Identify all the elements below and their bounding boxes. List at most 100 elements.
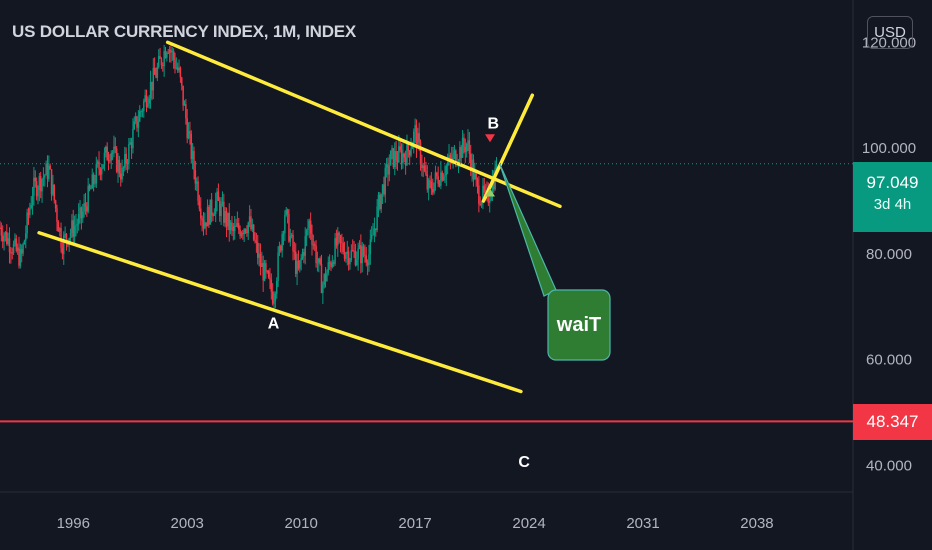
candle-body xyxy=(379,194,381,209)
candle-body xyxy=(385,164,388,168)
candle-body xyxy=(64,233,66,236)
candle-body xyxy=(162,65,164,67)
candle-body xyxy=(351,250,354,252)
candle-body xyxy=(488,200,491,203)
candle-body xyxy=(327,262,330,273)
candle-body xyxy=(445,165,448,176)
candle-body xyxy=(335,238,338,246)
wave-label-b: B xyxy=(487,115,499,132)
x-tick-label: 2017 xyxy=(398,515,431,532)
candle-body xyxy=(251,224,254,230)
x-tick-label: 2031 xyxy=(626,515,659,532)
x-tick-label: 1996 xyxy=(57,515,90,532)
candles-layer xyxy=(0,43,498,312)
candle-body xyxy=(360,245,362,264)
candle-body xyxy=(3,235,5,242)
candle-body xyxy=(191,151,194,160)
candle-body xyxy=(76,224,79,226)
candle-body xyxy=(330,263,332,267)
symbol-title[interactable]: US DOLLAR CURRENCY INDEX, 1M, INDEX xyxy=(12,22,357,41)
candle-body xyxy=(438,183,441,186)
candle-body xyxy=(44,175,46,178)
candle-body xyxy=(80,207,83,219)
candle-body xyxy=(63,235,65,255)
candle-body xyxy=(396,160,399,163)
note-pointer xyxy=(499,163,557,297)
candle-body xyxy=(171,51,174,53)
candle-body xyxy=(493,179,495,190)
candle-body xyxy=(464,146,467,153)
candle-body xyxy=(345,254,347,259)
candle-body xyxy=(471,159,473,172)
candle-body xyxy=(261,263,263,267)
candle-body xyxy=(297,261,300,269)
candle-body xyxy=(223,201,225,223)
candle-body xyxy=(156,66,159,78)
candle-body xyxy=(460,146,462,158)
candle-body xyxy=(157,56,160,67)
candle-body xyxy=(408,150,411,156)
candle-body xyxy=(113,146,115,153)
y-tick-label: 40.000 xyxy=(866,458,912,475)
candle-body xyxy=(182,85,184,106)
candle-body xyxy=(54,200,57,209)
candle-body xyxy=(65,233,68,241)
candle-body xyxy=(91,174,93,189)
currency-button[interactable]: USD xyxy=(867,16,913,49)
candle-body xyxy=(410,148,412,156)
candle-body xyxy=(418,133,420,143)
candle-body xyxy=(250,216,252,230)
candle-body xyxy=(453,150,456,154)
candle-body xyxy=(6,231,8,244)
candle-body xyxy=(225,211,228,227)
candle-body xyxy=(25,233,27,241)
candle-body xyxy=(381,184,384,194)
candle-body xyxy=(140,111,142,113)
candle-body xyxy=(155,74,157,78)
candle-body xyxy=(403,153,406,158)
candle-body xyxy=(94,183,96,185)
candle-body xyxy=(292,234,294,252)
candle-body xyxy=(246,232,248,234)
candle-body xyxy=(431,189,434,193)
y-tick-label: 80.000 xyxy=(866,246,912,263)
candle-body xyxy=(309,220,312,234)
candle-body xyxy=(465,143,468,153)
candle-body xyxy=(107,160,110,162)
candle-body xyxy=(273,300,275,304)
candle-body xyxy=(444,175,446,177)
candle-body xyxy=(7,238,9,244)
candle-body xyxy=(243,229,245,234)
candle-body xyxy=(166,52,168,58)
candle-body xyxy=(122,167,125,169)
candle-body xyxy=(164,51,167,58)
candle-body xyxy=(14,238,16,244)
candle-body xyxy=(476,179,479,186)
candle-body xyxy=(308,220,311,229)
candle-body xyxy=(79,207,81,214)
candle-body xyxy=(267,271,270,278)
candle-body xyxy=(190,133,193,160)
candle-body xyxy=(228,212,231,231)
candle-body xyxy=(42,177,45,180)
candle-body xyxy=(195,181,198,184)
candle-body xyxy=(315,245,317,263)
candle-body xyxy=(12,243,15,254)
candle-body xyxy=(45,163,47,176)
candle-body xyxy=(419,142,422,165)
candle-body xyxy=(153,67,156,75)
candle-body xyxy=(375,228,377,231)
candle-body xyxy=(168,49,171,53)
candle-body xyxy=(318,258,320,263)
candle-body xyxy=(293,251,296,253)
candle-body xyxy=(358,245,361,249)
candle-body xyxy=(84,203,87,207)
candle-body xyxy=(147,103,149,107)
candle-body xyxy=(384,167,387,195)
candle-body xyxy=(436,172,438,177)
candle-body xyxy=(19,249,22,266)
breakout-line xyxy=(481,93,535,203)
candle-body xyxy=(346,251,349,255)
candle-body xyxy=(183,104,186,106)
